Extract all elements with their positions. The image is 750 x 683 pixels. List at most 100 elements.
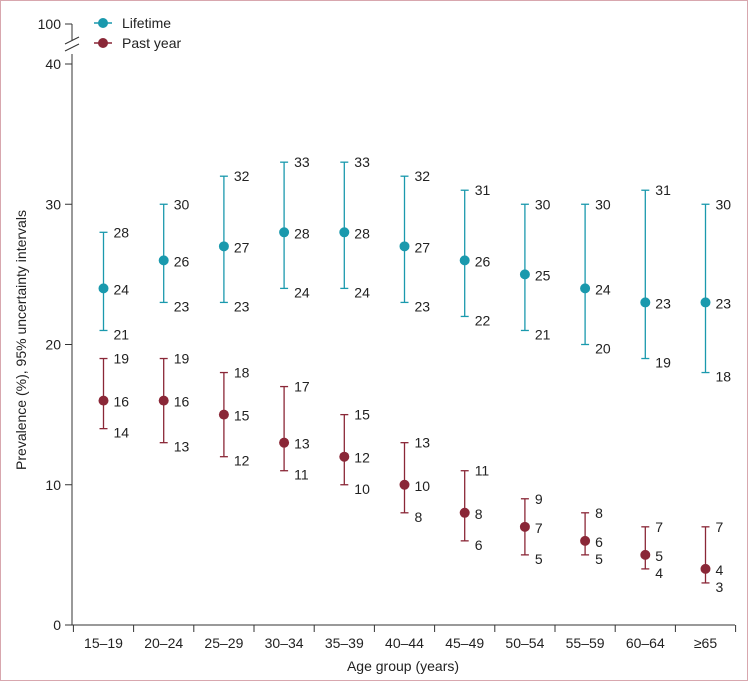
y-tick-label: 30: [45, 196, 61, 212]
value-label: 26: [174, 253, 190, 269]
upper-value-label: 8: [595, 505, 603, 521]
upper-value-label: 19: [114, 351, 130, 367]
value-label: 7: [535, 520, 543, 536]
data-point: [98, 283, 109, 294]
data-point: [218, 241, 229, 252]
y-tick-label: 20: [45, 337, 61, 353]
data-point: [339, 451, 350, 462]
data-point: [640, 549, 651, 560]
y-tick-label: 10: [45, 477, 61, 493]
value-label: 26: [475, 253, 491, 269]
lower-value-label: 21: [535, 326, 551, 342]
value-label: 10: [415, 478, 431, 494]
legend-marker-lifetime: [98, 18, 108, 28]
lower-value-label: 4: [655, 565, 663, 581]
x-tick-label: 40–44: [385, 635, 424, 651]
y-tick-label: 40: [45, 56, 61, 72]
data-point: [519, 521, 530, 532]
data-point: [399, 241, 410, 252]
value-label: 24: [595, 281, 611, 297]
data-point: [279, 227, 290, 238]
data-point: [459, 255, 470, 266]
lower-value-label: 23: [174, 298, 190, 314]
lower-value-label: 13: [174, 439, 190, 455]
lower-value-label: 23: [415, 298, 431, 314]
value-label: 27: [415, 239, 431, 255]
upper-value-label: 33: [354, 154, 370, 170]
upper-value-label: 30: [716, 196, 732, 212]
upper-value-label: 17: [294, 379, 310, 395]
value-label: 12: [354, 450, 370, 466]
data-point: [339, 227, 350, 238]
upper-value-label: 31: [475, 182, 491, 198]
upper-value-label: 31: [655, 182, 671, 198]
lower-value-label: 23: [234, 298, 250, 314]
lower-value-label: 19: [655, 355, 671, 371]
upper-value-label: 9: [535, 491, 543, 507]
value-label: 23: [655, 295, 671, 311]
y-axis-ticks: 0 10 20 30 40: [45, 56, 72, 633]
value-label: 28: [354, 225, 370, 241]
value-label: 16: [174, 394, 190, 410]
upper-value-label: 28: [114, 224, 130, 240]
upper-value-label: 32: [415, 168, 431, 184]
value-label: 27: [234, 239, 250, 255]
data-point: [218, 409, 229, 420]
upper-value-label: 15: [354, 407, 370, 423]
y-axis-title: Prevalence (%), 95% uncertainty interval…: [13, 210, 29, 470]
lower-value-label: 8: [415, 509, 423, 525]
value-label: 8: [475, 506, 483, 522]
data-point: [279, 437, 290, 448]
x-tick-label: 60–64: [626, 635, 665, 651]
x-tick-label: 30–34: [265, 635, 304, 651]
data-point: [399, 479, 410, 490]
value-label: 25: [535, 267, 551, 283]
data-point: [158, 395, 169, 406]
upper-value-label: 30: [595, 196, 611, 212]
legend-label-lifetime: Lifetime: [122, 15, 171, 31]
y-tick-label: 0: [53, 617, 61, 633]
x-tick-label: 35–39: [325, 635, 364, 651]
upper-value-label: 7: [716, 519, 724, 535]
lower-value-label: 21: [114, 326, 130, 342]
x-tick-label: 25–29: [204, 635, 243, 651]
value-label: 23: [716, 295, 732, 311]
legend-item-past-year: Past year: [94, 35, 181, 51]
value-label: 13: [294, 436, 310, 452]
value-label: 28: [294, 225, 310, 241]
legend-marker-past-year: [98, 38, 108, 48]
lower-value-label: 24: [354, 284, 370, 300]
lower-value-label: 14: [114, 425, 130, 441]
data-point: [158, 255, 169, 266]
legend: Lifetime Past year: [94, 15, 181, 51]
value-label: 6: [595, 534, 603, 550]
lower-value-label: 11: [294, 467, 309, 483]
upper-value-label: 11: [475, 463, 490, 479]
legend-item-lifetime: Lifetime: [94, 15, 171, 31]
data-point: [700, 297, 711, 308]
upper-value-label: 30: [535, 196, 551, 212]
x-tick-label: 15–19: [84, 635, 123, 651]
data-point: [700, 563, 711, 574]
x-tick-label: ≥65: [694, 635, 717, 651]
axis-break-mark-2: [64, 43, 80, 52]
x-tick-label: 55–59: [566, 635, 605, 651]
upper-value-label: 19: [174, 351, 190, 367]
series-past-year: 19 16 14 19 16 13 18 15 12 17 13 11 15 12 10 13 10 8 11 8 6 9…: [98, 351, 724, 595]
lower-value-label: 5: [595, 551, 603, 567]
lower-value-label: 24: [294, 284, 310, 300]
axis-break-mark-1: [64, 36, 80, 45]
lower-value-label: 3: [716, 579, 724, 595]
x-axis-title: Age group (years): [347, 658, 459, 674]
data-point: [519, 269, 530, 280]
lower-value-label: 5: [535, 551, 543, 567]
data-point: [580, 535, 591, 546]
lower-value-label: 18: [716, 369, 732, 385]
lower-value-label: 20: [595, 341, 611, 357]
value-label: 15: [234, 408, 250, 424]
legend-label-past-year: Past year: [122, 35, 181, 51]
data-point: [580, 283, 591, 294]
value-label: 4: [716, 562, 724, 578]
lower-value-label: 12: [234, 453, 250, 469]
